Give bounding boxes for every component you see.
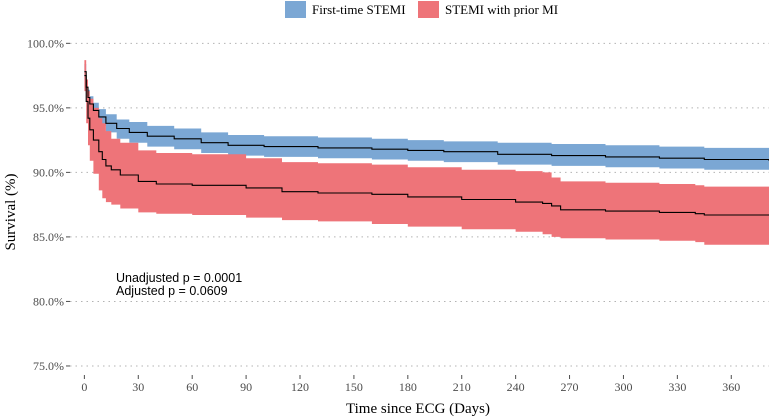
- x-tick-label: 330: [668, 380, 686, 394]
- y-tick-label: 85.0%: [33, 230, 64, 244]
- x-tick-label: 180: [399, 380, 417, 394]
- legend: First-time STEMI STEMI with prior MI: [285, 1, 558, 18]
- first-time-stemi-legend-swatch: [285, 1, 306, 18]
- x-tick-label: 90: [240, 380, 252, 394]
- x-axis-ticks: 0 30 60 90 120 150 180 210 240 270 300 330 360: [81, 375, 740, 394]
- prior-mi-legend-swatch: [418, 1, 439, 18]
- x-tick-label: 300: [614, 380, 632, 394]
- prior-mi-legend-label: STEMI with prior MI: [445, 2, 558, 17]
- x-tick-label: 210: [453, 380, 471, 394]
- x-tick-label: 0: [81, 380, 87, 394]
- x-tick-label: 360: [722, 380, 740, 394]
- survival-lines: [84, 71, 769, 216]
- y-tick-label: 75.0%: [33, 359, 64, 373]
- prior-mi-survival-line: [84, 75, 769, 216]
- y-tick-label: 80.0%: [33, 294, 64, 308]
- x-tick-label: 240: [507, 380, 525, 394]
- prior-mi-ci-band: [84, 60, 769, 245]
- adjusted-p-annotation: Adjusted p = 0.0609: [116, 284, 228, 298]
- y-axis-ticks: 75.0% 80.0% 85.0% 90.0% 95.0% 100.0%: [27, 36, 70, 373]
- y-tick-label: 100.0%: [27, 36, 64, 50]
- first-time-stemi-legend-label: First-time STEMI: [312, 2, 406, 17]
- x-tick-label: 150: [345, 380, 363, 394]
- first-time-stemi-ci-band: [84, 64, 769, 172]
- x-axis-title: Time since ECG (Days): [346, 401, 490, 417]
- x-tick-label: 60: [186, 380, 198, 394]
- y-tick-label: 90.0%: [33, 165, 64, 179]
- y-tick-label: 95.0%: [33, 101, 64, 115]
- confidence-bands: [84, 60, 769, 245]
- x-tick-label: 270: [561, 380, 579, 394]
- x-tick-label: 30: [132, 380, 144, 394]
- y-axis-title: Survival (%): [3, 173, 19, 250]
- first-time-stemi-survival-line: [84, 71, 769, 161]
- x-tick-label: 120: [291, 380, 309, 394]
- unadjusted-p-annotation: Unadjusted p = 0.0001: [116, 271, 242, 285]
